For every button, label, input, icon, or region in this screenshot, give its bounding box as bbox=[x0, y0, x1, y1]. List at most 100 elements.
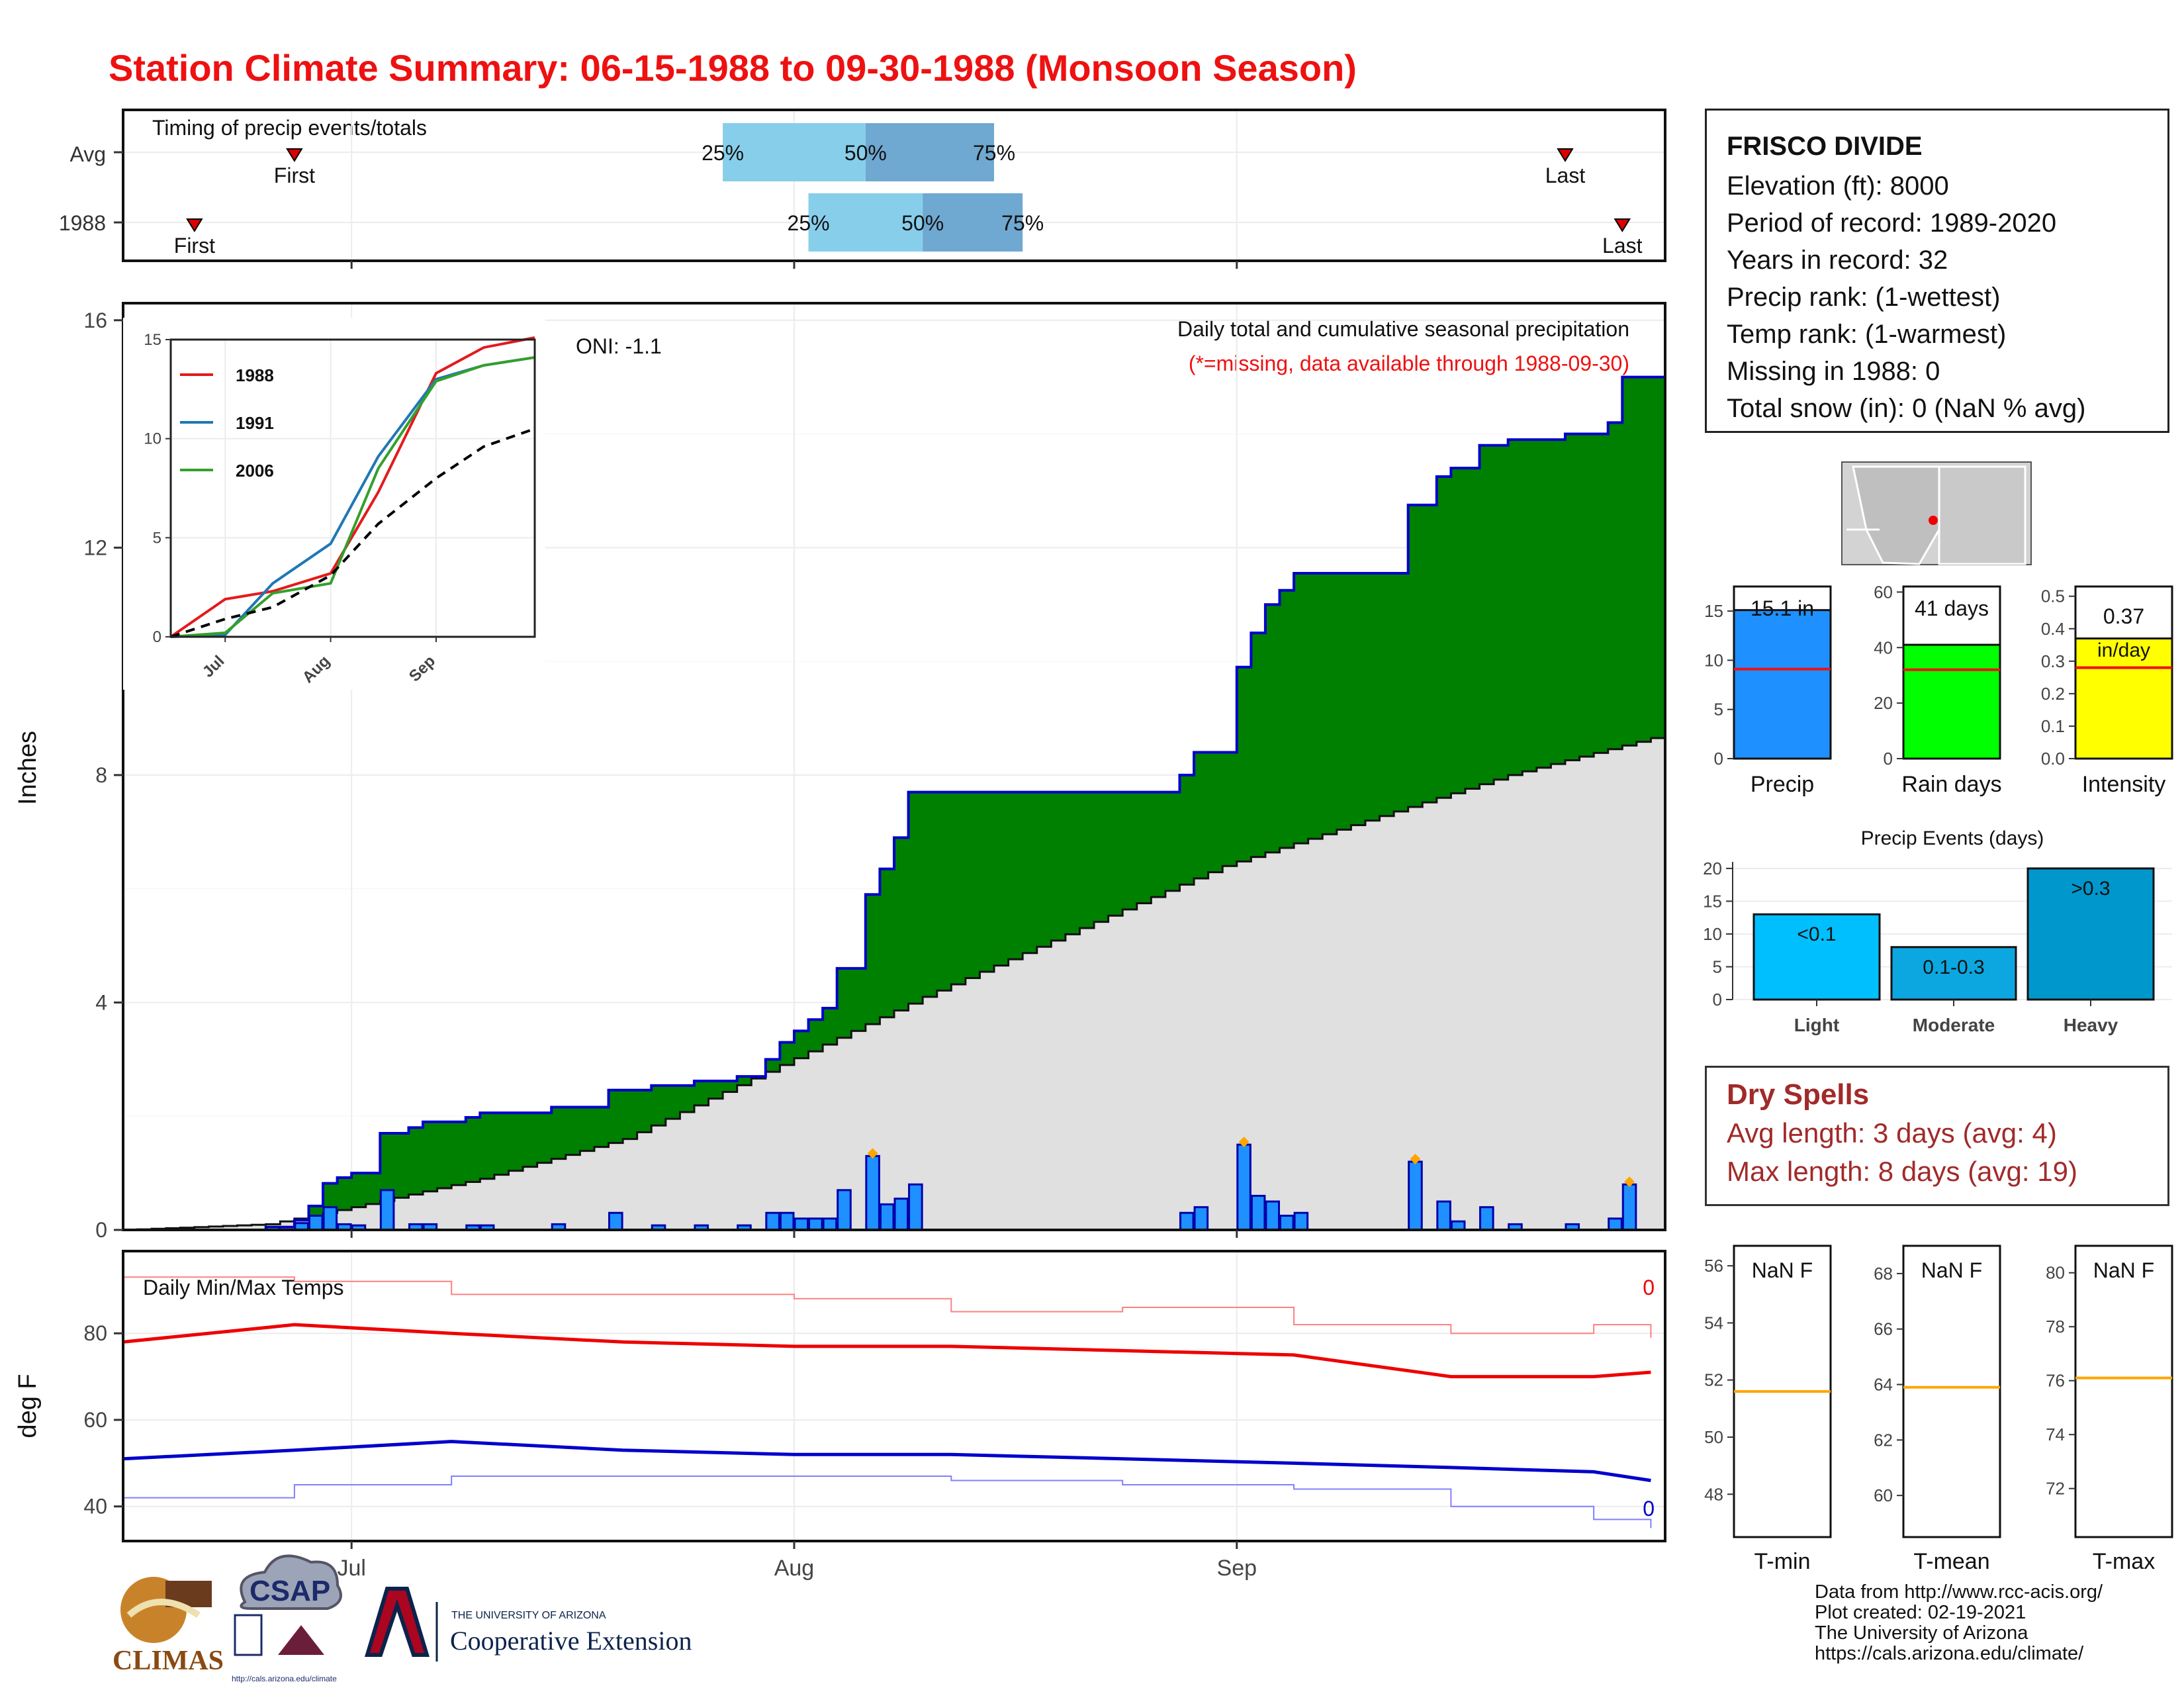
precip-subtitle: Daily total and cumulative seasonal prec… bbox=[1177, 317, 1629, 341]
timing-pct-label: 75% bbox=[1001, 211, 1044, 235]
temp-bar-value: NaN F bbox=[1921, 1258, 1982, 1282]
summary-y-tick-label: 20 bbox=[1874, 693, 1893, 713]
temp-bar-y-tick-label: 54 bbox=[1704, 1313, 1723, 1333]
temp-bar-y-tick-label: 56 bbox=[1704, 1256, 1723, 1276]
last-event-marker bbox=[1614, 218, 1631, 232]
daily-precip-bar bbox=[893, 1197, 909, 1231]
heavy-day-marker bbox=[1410, 1153, 1421, 1164]
location-map bbox=[1841, 461, 2032, 565]
inset-y-tick-label: 0 bbox=[153, 628, 161, 646]
summary-y-tick-label: 0 bbox=[1884, 749, 1893, 769]
csap-logo: CSAP http://cals.arizona.edu/climate bbox=[232, 1554, 342, 1683]
oni-label: ONI: -1.1 bbox=[576, 334, 662, 358]
precip-events-chart: Precip Events (days) <0.1 Light 0.1-0.3 Mode… bbox=[1703, 827, 2172, 1035]
temp-bar-y-tick-label: 60 bbox=[1874, 1485, 1893, 1505]
precip-note: (*=missing, data available through 1988-… bbox=[1189, 352, 1629, 375]
first-event-label: First bbox=[174, 234, 215, 258]
last-event-label: Last bbox=[1545, 164, 1586, 187]
dry-spells-title: Dry Spells bbox=[1727, 1078, 1870, 1111]
timing-pct-label: 50% bbox=[901, 211, 944, 235]
daily-precip-bar bbox=[837, 1189, 852, 1231]
station-name: FRISCO DIVIDE bbox=[1727, 132, 1923, 161]
station-elevation: Elevation (ft): 8000 bbox=[1727, 171, 1949, 201]
climas-logo: CLIMAS bbox=[113, 1577, 224, 1676]
summary-y-tick-label: 10 bbox=[1704, 650, 1723, 670]
inset-legend-label: 1991 bbox=[236, 413, 274, 433]
climas-text: CLIMAS bbox=[113, 1646, 224, 1676]
timing-pct-label: 50% bbox=[844, 141, 887, 165]
inset-y-tick-label: 15 bbox=[144, 331, 161, 349]
events-category-label: Light bbox=[1794, 1015, 1839, 1035]
timing-panel: Timing of precip events/totals Avg 1988 … bbox=[59, 109, 1666, 269]
timing-pct-label: 75% bbox=[973, 141, 1015, 165]
events-y-tick-label: 15 bbox=[1703, 891, 1722, 911]
events-category-label: Moderate bbox=[1913, 1015, 1995, 1035]
daily-precip-bar bbox=[1293, 1211, 1309, 1231]
timing-row-label: 1988 bbox=[59, 211, 106, 235]
daily-precip-bar bbox=[1279, 1215, 1295, 1231]
temp-bar-y-tick-label: 80 bbox=[2046, 1263, 2065, 1283]
inset-y-tick-label: 5 bbox=[153, 529, 161, 547]
temp-y-tick-label: 60 bbox=[83, 1408, 107, 1432]
daily-precip-bar bbox=[1193, 1206, 1209, 1231]
inset-plot-area bbox=[171, 340, 535, 637]
logos: CLIMAS CSAP http://cals.arizona.edu/clim… bbox=[113, 1554, 692, 1683]
events-bar bbox=[1752, 913, 1881, 1001]
station-missing: Missing in 1988: 0 bbox=[1727, 357, 1940, 386]
summary-bar-label: Rain days bbox=[1901, 772, 2001, 797]
summary-y-tick-label: 0 bbox=[1714, 749, 1723, 769]
temp-bar-frame bbox=[1902, 1244, 2001, 1538]
last-event-label: Last bbox=[1602, 234, 1643, 258]
daily-precip-bar bbox=[808, 1217, 823, 1231]
temp-bar-label: T-min bbox=[1754, 1549, 1811, 1574]
daily-max-line bbox=[123, 1276, 1652, 1338]
heavy-day-marker bbox=[1238, 1137, 1250, 1148]
timing-pct-label: 25% bbox=[788, 211, 830, 235]
precip-frame bbox=[122, 302, 1666, 1231]
heavy-day-marker bbox=[1624, 1176, 1635, 1188]
station-snow: Total snow (in): 0 (NaN % avg) bbox=[1727, 394, 2086, 423]
credit-line: Data from http://www.rcc-acis.org/ bbox=[1815, 1581, 2103, 1603]
credit-line: The University of Arizona bbox=[1815, 1622, 2028, 1644]
temp-bar-frame bbox=[2074, 1244, 2173, 1538]
inset-series-line bbox=[170, 355, 535, 638]
temp-x-tick-label: Jul bbox=[337, 1556, 365, 1581]
precip-y-tick-label: 12 bbox=[83, 536, 107, 559]
ua-main-text: Cooperative Extension bbox=[450, 1626, 692, 1656]
temp-plot-background bbox=[123, 1251, 1665, 1541]
ua-logo: THE UNIVERSITY OF ARIZONA Cooperative Ex… bbox=[364, 1587, 692, 1662]
summary-y-tick-label: 0.2 bbox=[2041, 684, 2065, 704]
daily-precip-bar bbox=[1436, 1200, 1451, 1231]
daily-precip-bar bbox=[379, 1189, 395, 1231]
last-event-marker bbox=[1557, 148, 1574, 162]
max-count-label: 0 bbox=[1643, 1276, 1655, 1299]
daily-precip-bar bbox=[1621, 1183, 1637, 1231]
page-title: Station Climate Summary: 06-15-1988 to 0… bbox=[109, 47, 1357, 89]
temp-panel-label: Daily Min/Max Temps bbox=[143, 1276, 343, 1299]
csap-text: CSAP bbox=[250, 1575, 330, 1607]
daily-precip-bar bbox=[1479, 1206, 1494, 1231]
summary-value-label: 0.37 bbox=[2103, 604, 2144, 628]
dry-spells-max: Max length: 8 days (avg: 19) bbox=[1727, 1156, 2077, 1187]
summary-y-tick-label: 0.5 bbox=[2041, 586, 2065, 606]
events-title: Precip Events (days) bbox=[1861, 827, 2044, 849]
events-y-tick-label: 0 bbox=[1713, 990, 1722, 1009]
events-category-label: Heavy bbox=[2064, 1015, 2118, 1035]
summary-bar-label: Precip bbox=[1751, 772, 1814, 797]
cumulative-precip-line bbox=[123, 375, 1665, 1231]
avg-max-line bbox=[122, 1323, 1651, 1379]
inset-legend-label: 2006 bbox=[236, 461, 274, 481]
summary-value-label: in/day bbox=[2097, 639, 2150, 661]
daily-precip-bar bbox=[822, 1217, 838, 1231]
timing-bar-lower bbox=[808, 193, 923, 252]
credit-line: Plot created: 02-19-2021 bbox=[1815, 1602, 2026, 1623]
station-info-box: FRISCO DIVIDE Elevation (ft): 8000 Perio… bbox=[1705, 109, 2169, 433]
dry-spells-box: Dry Spells Avg length: 3 days (avg: 4) M… bbox=[1705, 1066, 2169, 1206]
daily-precip-bar bbox=[794, 1217, 809, 1231]
temp-y-tick-label: 80 bbox=[83, 1321, 107, 1345]
daily-precip-bar bbox=[308, 1215, 324, 1231]
credit-line: https://cals.arizona.edu/climate/ bbox=[1815, 1643, 2084, 1664]
summary-y-tick-label: 0.4 bbox=[2041, 619, 2065, 639]
ua-top-text: THE UNIVERSITY OF ARIZONA bbox=[451, 1610, 606, 1621]
